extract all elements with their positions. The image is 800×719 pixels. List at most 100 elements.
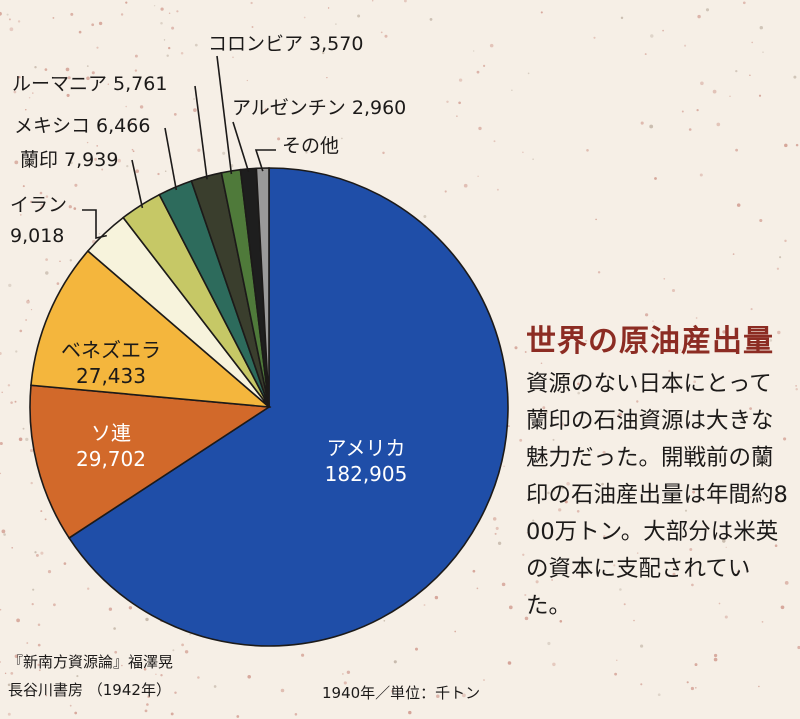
texture-speck — [157, 172, 160, 176]
texture-speck — [663, 277, 666, 280]
texture-speck — [69, 259, 72, 262]
texture-speck — [579, 420, 581, 422]
texture-speck — [30, 481, 33, 485]
texture-speck — [280, 688, 285, 693]
texture-speck — [251, 26, 254, 28]
texture-speck — [681, 110, 684, 113]
texture-speck — [699, 173, 703, 177]
texture-speck — [74, 183, 78, 187]
texture-speck — [672, 572, 676, 576]
texture-speck — [641, 340, 645, 344]
texture-speck — [524, 351, 527, 353]
texture-speck — [415, 647, 418, 651]
texture-speck — [108, 607, 113, 611]
texture-speck — [684, 44, 687, 47]
texture-speck — [294, 713, 298, 716]
texture-speck — [501, 582, 506, 587]
texture-speck — [96, 46, 99, 49]
texture-speck — [774, 544, 778, 547]
texture-speck — [53, 603, 56, 607]
texture-speck — [68, 205, 72, 209]
texture-speck — [343, 681, 347, 685]
texture-speck — [132, 150, 135, 153]
pie-slice — [30, 249, 272, 409]
slice-value: 29,702 — [76, 447, 146, 471]
texture-speck — [357, 14, 361, 18]
texture-speck — [144, 709, 148, 713]
texture-speck — [724, 615, 728, 619]
texture-speck — [384, 34, 388, 38]
texture-speck — [163, 39, 166, 41]
pie-slice — [29, 384, 272, 540]
texture-speck — [176, 10, 179, 13]
texture-speck — [94, 157, 98, 161]
texture-speck — [478, 126, 482, 131]
texture-speck — [22, 427, 25, 430]
texture-speck — [250, 1, 253, 5]
texture-speck — [662, 29, 664, 32]
texture-speck — [145, 617, 149, 622]
texture-speck — [462, 693, 466, 698]
texture-speck — [761, 621, 764, 623]
texture-speck — [476, 70, 480, 74]
texture-speck — [96, 145, 99, 147]
texture-speck — [107, 83, 109, 85]
texture-speck — [473, 50, 475, 52]
leader-line — [131, 159, 144, 209]
texture-speck — [303, 16, 306, 19]
texture-speck — [193, 108, 197, 112]
leader-line — [82, 209, 107, 239]
texture-speck — [14, 654, 19, 659]
texture-speck — [519, 438, 523, 442]
texture-speck — [511, 89, 513, 91]
texture-speck — [795, 387, 798, 391]
texture-speck — [623, 603, 626, 606]
texture-speck — [652, 320, 654, 322]
texture-speck — [37, 663, 41, 667]
texture-speck — [547, 491, 550, 495]
texture-speck — [3, 533, 6, 536]
texture-speck — [507, 425, 510, 428]
texture-speck — [222, 151, 226, 155]
texture-speck — [143, 667, 147, 671]
texture-speck — [16, 618, 20, 623]
texture-speck — [696, 108, 699, 112]
texture-speck — [6, 13, 9, 16]
texture-speck — [193, 98, 195, 100]
texture-speck — [759, 218, 763, 223]
texture-speck — [495, 526, 499, 530]
texture-speck — [346, 670, 351, 674]
pie-slice — [67, 167, 509, 647]
texture-speck — [784, 143, 788, 148]
texture-speck — [264, 108, 267, 111]
texture-speck — [492, 517, 497, 521]
texture-speck — [576, 509, 580, 513]
texture-speck — [146, 703, 149, 706]
texture-speck — [784, 581, 789, 585]
texture-speck — [86, 659, 90, 663]
texture-speck — [155, 673, 157, 675]
texture-speck — [758, 94, 762, 97]
texture-speck — [18, 76, 21, 79]
texture-speck — [671, 288, 676, 293]
texture-speck — [735, 69, 738, 73]
texture-speck — [713, 653, 718, 658]
texture-speck — [130, 121, 133, 124]
texture-speck — [4, 672, 7, 675]
texture-speck — [694, 663, 698, 667]
slice-label: コロンビア 3,570 — [208, 33, 363, 55]
texture-speck — [91, 23, 95, 27]
texture-speck — [17, 20, 21, 23]
texture-speck — [139, 105, 144, 109]
texture-speck — [69, 161, 73, 165]
texture-speck — [0, 661, 1, 663]
texture-speck — [37, 643, 41, 647]
slice-label: アルゼンチン 2,960 — [232, 97, 406, 119]
texture-speck — [30, 309, 33, 311]
texture-speck — [679, 349, 681, 351]
texture-speck — [18, 437, 23, 442]
texture-speck — [35, 553, 39, 557]
texture-speck — [725, 546, 727, 548]
texture-speck — [45, 258, 48, 261]
texture-speck — [526, 531, 529, 534]
